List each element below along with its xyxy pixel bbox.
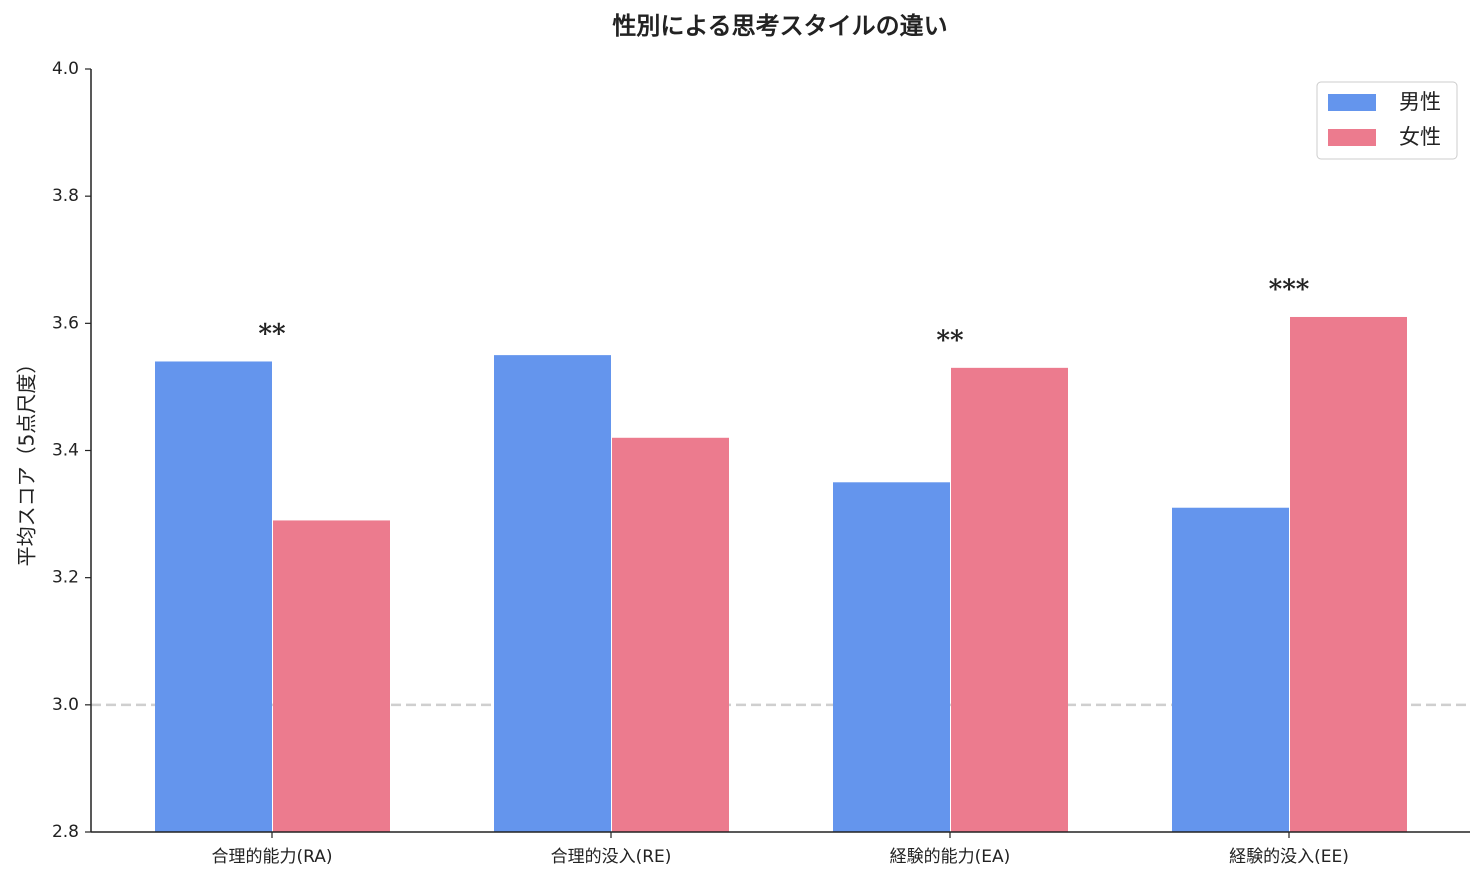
significance-label: **	[936, 326, 964, 356]
y-tick-label: 3.6	[52, 313, 79, 333]
bar	[273, 520, 390, 832]
bar	[833, 482, 950, 832]
y-tick-label: 3.8	[52, 186, 79, 206]
x-tick-label: 経験的能力(EA)	[890, 847, 1011, 867]
legend-swatch	[1328, 129, 1376, 146]
significance-label: ***	[1269, 275, 1310, 305]
legend-label: 女性	[1399, 125, 1441, 149]
bar	[612, 437, 729, 832]
legend-label: 男性	[1399, 90, 1441, 114]
bar	[494, 355, 611, 832]
x-tick-label: 経験的没入(EE)	[1229, 847, 1349, 867]
bar	[951, 367, 1068, 832]
y-tick-label: 4.0	[52, 59, 79, 79]
significance-label: **	[258, 319, 286, 349]
y-axis-label: 平均スコア（5点尺度）	[15, 354, 39, 567]
x-tick-label: 合理的能力(RA)	[211, 847, 332, 867]
chart-title: 性別による思考スタイルの違い	[612, 12, 947, 40]
bar	[1172, 507, 1289, 832]
bar	[155, 361, 272, 832]
y-tick-label: 3.2	[52, 568, 79, 588]
y-tick-label: 3.4	[52, 441, 79, 461]
y-tick-label: 3.0	[52, 695, 79, 715]
legend-swatch	[1328, 94, 1376, 111]
x-tick-label: 合理的没入(RE)	[551, 847, 672, 867]
bar	[1290, 316, 1407, 833]
y-tick-label: 2.8	[52, 822, 79, 842]
